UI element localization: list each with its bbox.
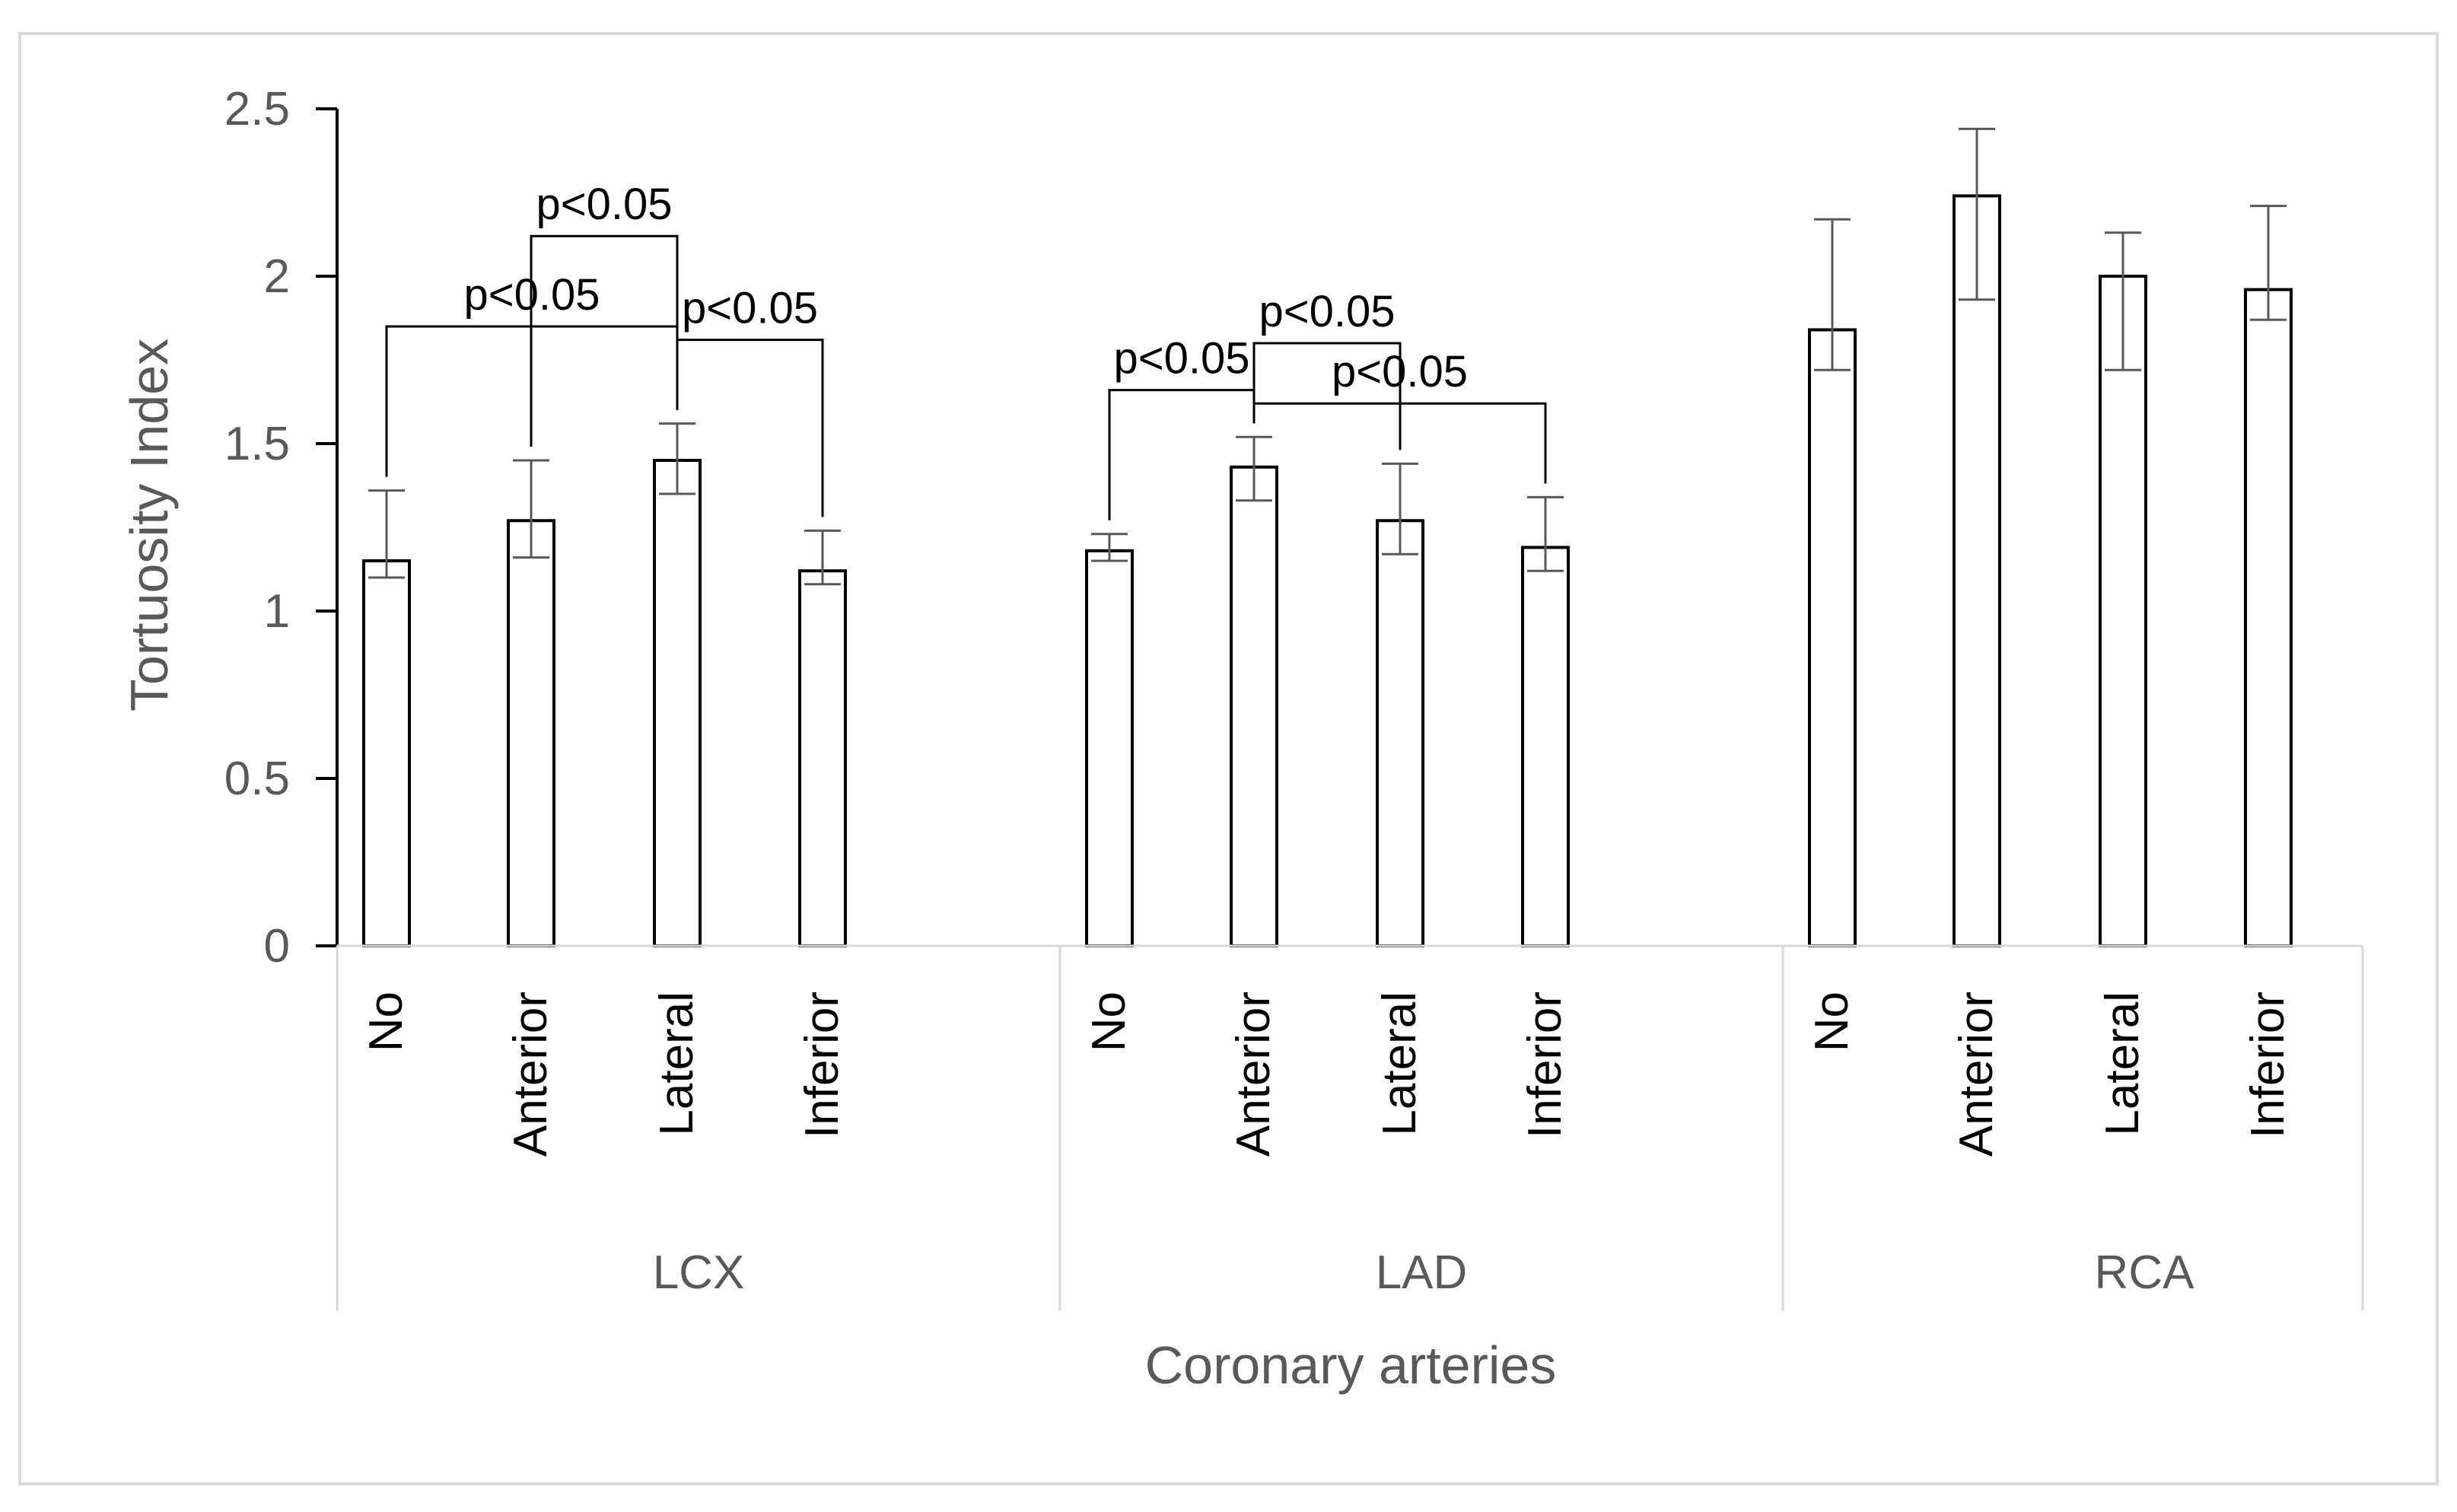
category-label: No [360,992,412,1052]
category-label: Inferior [796,992,848,1138]
bar-lad-lateral [1376,519,1424,947]
bar-lcx-no [362,559,411,947]
y-tick-label: 1.5 [224,418,290,470]
y-tick-label: 0.5 [224,753,290,805]
category-axis: No Anterior Lateral Inferior LCX No Anterior La… [336,944,2364,1311]
bar-rca-no [1808,328,1857,947]
bar-lcx-lateral [653,459,702,947]
error-bar [1527,495,1564,572]
error-bar [1091,533,1128,562]
category-label: Lateral [1373,992,1426,1136]
y-axis-title: Tortuosity Index [119,339,179,711]
x-axis-title: Coronary arteries [1145,1335,1557,1395]
y-tick-label: 1 [264,585,290,638]
group-label-lcx: LCX [653,1246,745,1299]
error-bars [368,127,2287,586]
p-value-label: p<0.05 [1113,334,1249,384]
significance-bracket: p<0.05 [530,180,679,447]
significance-annotations: p<0.05p<0.05p<0.05p<0.05p<0.05p<0.05 [385,180,1547,520]
category-label: Lateral [651,992,703,1136]
error-bar [1236,435,1272,502]
bar-rca-anterior [1953,194,2001,947]
y-tick-label: 2 [264,250,290,303]
y-axis: 0 0.5 1 1.5 2 2.5 [224,83,339,972]
significance-bracket: p<0.05 [1252,347,1547,484]
error-bar [1382,462,1418,555]
error-bar [2105,231,2141,371]
group-label-lad: LAD [1376,1246,1468,1299]
error-bar [659,422,695,495]
category-label: Lateral [2096,992,2149,1136]
bar-lcx-anterior [507,519,555,947]
error-bar [2250,205,2287,321]
p-value-label: p<0.05 [682,284,818,333]
bar-lad-no [1085,549,1134,947]
error-bar [1959,127,1995,301]
category-label: No [1806,992,1858,1052]
p-value-label: p<0.05 [1332,347,1468,396]
error-bar [368,489,405,579]
category-label: Anterior [504,992,557,1157]
y-tick-label: 2.5 [224,83,290,135]
error-bar [513,459,549,559]
error-bar [804,529,841,586]
category-label: Inferior [1519,992,1571,1138]
category-label: Anterior [1227,992,1280,1157]
group-label-rca: RCA [2095,1246,2195,1299]
p-value-label: p<0.05 [536,180,672,229]
bar-rca-lateral [2099,275,2147,947]
y-tick-label: 0 [264,920,290,972]
bar-lad-anterior [1230,465,1278,947]
significance-bracket: p<0.05 [676,284,824,517]
chart-frame [18,32,2439,1485]
category-label: Inferior [2242,992,2294,1138]
bar-rca-inferior [2244,288,2293,948]
category-label: No [1083,992,1135,1052]
p-value-label: p<0.05 [1259,287,1395,336]
category-label: Anterior [1950,992,2003,1157]
bars [362,194,2293,948]
bar-lcx-inferior [798,569,847,947]
significance-bracket: p<0.05 [1252,287,1402,450]
error-bar [1814,218,1851,371]
bar-lad-inferior [1521,546,1570,947]
